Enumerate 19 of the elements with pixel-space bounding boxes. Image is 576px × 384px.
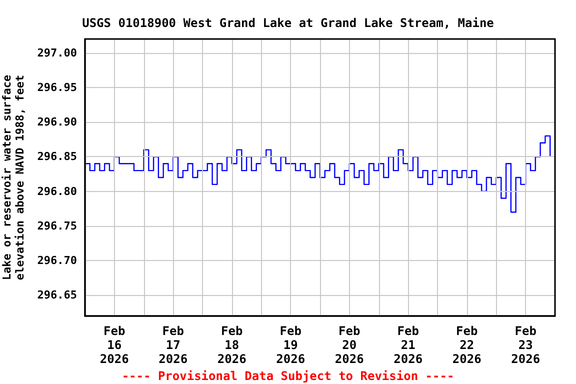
x-tick-label: Feb 23 2026 (511, 324, 540, 366)
y-tick-label: 296.65 (37, 288, 77, 302)
y-tick-label: 296.70 (37, 254, 77, 268)
x-tick-label: Feb 17 2026 (158, 324, 188, 366)
y-tick-label: 296.75 (37, 219, 77, 232)
x-tick-label: Feb 18 2026 (217, 324, 246, 366)
y-tick-label: 296.85 (37, 150, 77, 164)
y-tick-label: 296.90 (37, 116, 77, 129)
y-axis-title: Lake or reservoir water surface elevation above NAVD 1988, feet (0, 74, 26, 280)
x-tick-label: Feb 22 2026 (452, 324, 482, 366)
text: ---- Provisional Data Subject to Revision ---- (122, 369, 454, 383)
y-tick-label: 297.00 (37, 46, 77, 60)
y-tick-label: 296.95 (37, 80, 77, 94)
x-tick-label: Feb 20 2026 (334, 324, 364, 366)
x-tick-label: Feb 19 2026 (276, 324, 306, 366)
chart-title: USGS 01018900 West Grand Lake at Grand Lake Stream, Maine (82, 16, 494, 30)
x-tick-label: Feb 21 2026 (394, 324, 423, 366)
y-tick-label: 296.80 (37, 184, 77, 198)
x-tick-label: Feb 16 2026 (100, 324, 129, 366)
